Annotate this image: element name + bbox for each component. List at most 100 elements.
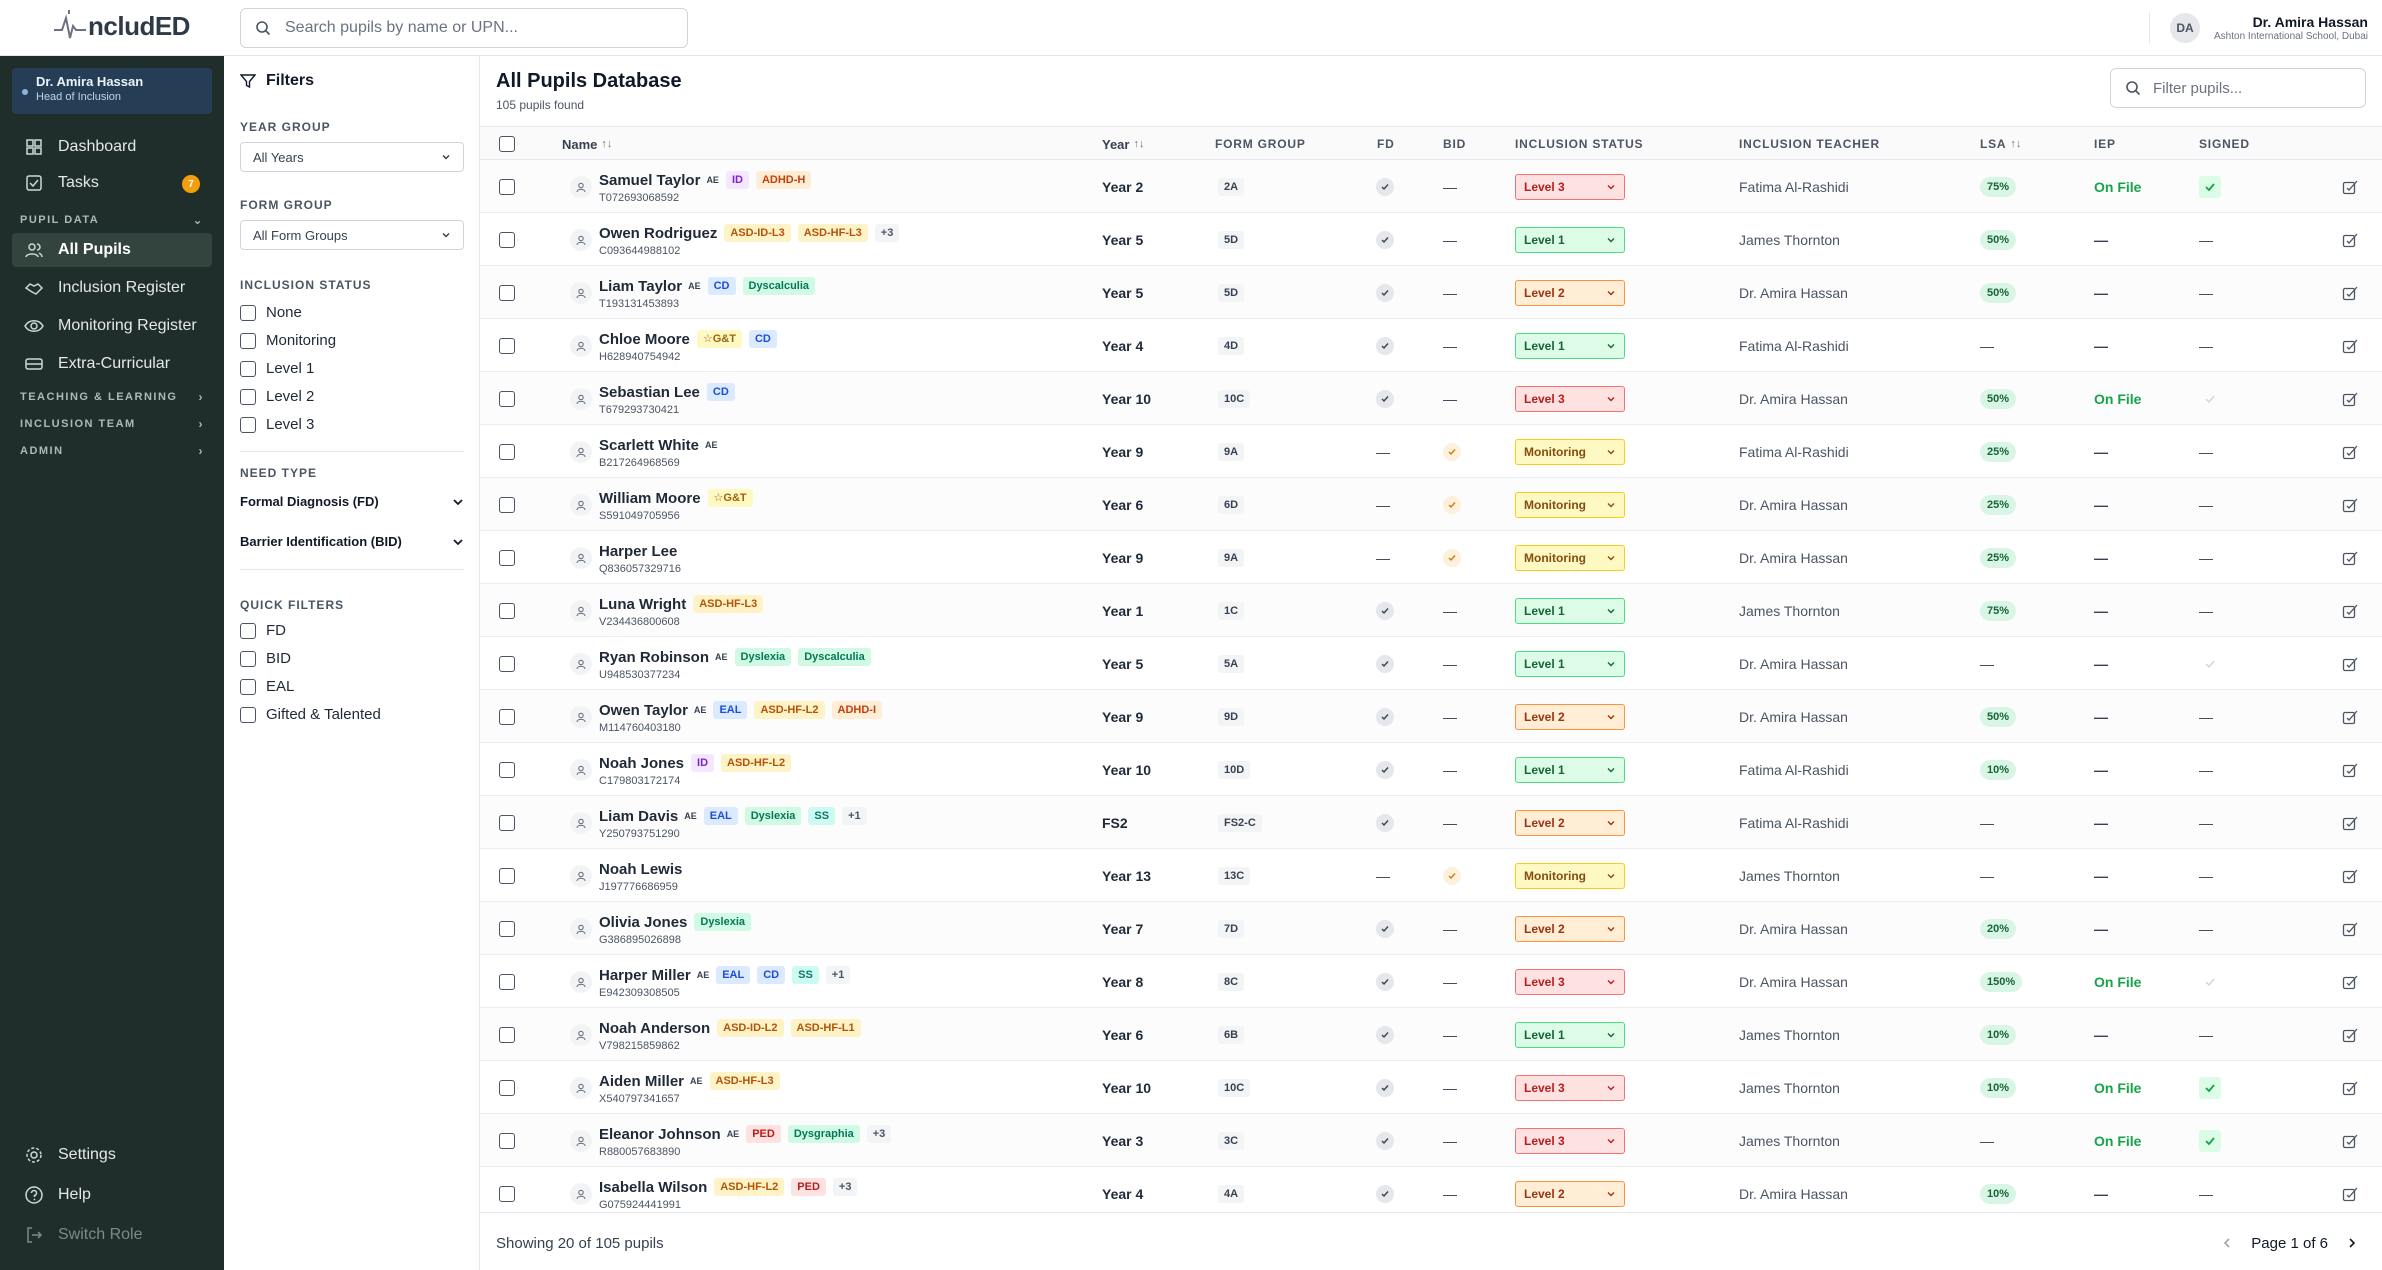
pupil-name-cell[interactable]: Ryan Robinson AE Dyslexia Dyscalculia U94853… [599, 637, 871, 690]
iep-status[interactable]: On File [2094, 973, 2142, 990]
row-checkbox[interactable] [499, 708, 515, 725]
table-row[interactable]: Scarlett White AE B217264968569 Year 9 9A — Mo… [480, 425, 2382, 478]
edit-pupil-button[interactable] [2342, 232, 2358, 248]
inclusion-status-select[interactable]: Level 1 [1515, 226, 1625, 253]
global-search-input[interactable] [285, 19, 665, 37]
filter-status-level-1[interactable]: Level 1 [240, 360, 314, 377]
quick-filter-eal[interactable]: EAL [240, 678, 294, 695]
table-row[interactable]: Luna Wright ASD-HF-L3 V234436800608 Year 1 1… [480, 584, 2382, 637]
edit-pupil-button[interactable] [2342, 1027, 2358, 1043]
next-page-button[interactable] [2336, 1227, 2368, 1259]
inclusion-status-select[interactable]: Level 1 [1515, 1021, 1625, 1048]
sidebar-item-help[interactable]: Help [12, 1178, 212, 1212]
iep-cell[interactable]: On File [2094, 1061, 2141, 1114]
pupil-name-cell[interactable]: Liam Taylor AE CD Dyscalculia T193131453893 [599, 266, 816, 319]
nav-section-inclusion-team[interactable]: INCLUSION TEAM › [20, 416, 204, 432]
edit-pupil-button[interactable] [2342, 709, 2358, 725]
table-row[interactable]: Owen Rodriguez ASD-ID-L3 ASD-HF-L3 +3 C09364… [480, 213, 2382, 266]
pupil-name[interactable]: Scarlett White [599, 436, 700, 454]
pupil-name[interactable]: Noah Anderson [599, 1019, 711, 1037]
nav-section-pupil-data[interactable]: PUPIL DATA ⌄ [20, 212, 204, 228]
table-filter-box[interactable] [2110, 68, 2366, 108]
edit-pupil-button[interactable] [2342, 444, 2358, 460]
filter-status-none[interactable]: None [240, 304, 302, 321]
table-row[interactable]: Noah Lewis J197776686959 Year 13 13C — Monito… [480, 849, 2382, 902]
checkbox[interactable] [240, 388, 256, 405]
pupil-name-cell[interactable]: Noah Anderson ASD-ID-L2 ASD-HF-L1 V79821585… [599, 1008, 861, 1061]
edit-pupil-button[interactable] [2342, 1080, 2358, 1096]
need-type-fd-toggle[interactable]: Formal Diagnosis (FD) [240, 494, 464, 509]
pupil-name[interactable]: Noah Lewis [599, 860, 683, 878]
edit-pupil-button[interactable] [2342, 1133, 2358, 1149]
edit-pupil-button[interactable] [2342, 656, 2358, 672]
pupil-name[interactable]: Liam Taylor [599, 277, 683, 295]
edit-pupil-button[interactable] [2342, 921, 2358, 937]
edit-pupil-button[interactable] [2342, 391, 2358, 407]
edit-pupil-button[interactable] [2342, 179, 2358, 195]
iep-cell[interactable]: On File [2094, 372, 2141, 425]
edit-pupil-button[interactable] [2342, 497, 2358, 513]
inclusion-status-select[interactable]: Level 2 [1515, 279, 1625, 306]
table-row[interactable]: Olivia Jones Dyslexia G386895026898 Year 7 7… [480, 902, 2382, 955]
row-checkbox[interactable] [499, 920, 515, 937]
inclusion-status-select[interactable]: Monitoring [1515, 491, 1625, 518]
app-logo[interactable]: ncludED [52, 6, 190, 46]
inclusion-status-select[interactable]: Level 2 [1515, 809, 1625, 836]
row-checkbox[interactable] [499, 1185, 515, 1202]
inclusion-status-select[interactable]: Level 1 [1515, 332, 1625, 359]
pupil-name[interactable]: Liam Davis [599, 807, 679, 825]
pupil-name[interactable]: Chloe Moore [599, 330, 690, 348]
inclusion-status-select[interactable]: Level 2 [1515, 1180, 1625, 1207]
pupil-name[interactable]: Ryan Robinson [599, 648, 710, 666]
user-menu[interactable]: DA Dr. Amira Hassan Ashton International… [2149, 12, 2368, 44]
sidebar-item-extra-curricular[interactable]: Extra-Curricular [12, 347, 212, 381]
iep-cell[interactable]: On File [2094, 1114, 2141, 1167]
pupil-name-cell[interactable]: William Moore ☆G&T S591049705956 [599, 478, 753, 531]
table-filter-input[interactable] [2153, 79, 2343, 97]
pupil-name-cell[interactable]: Luna Wright ASD-HF-L3 V234436800608 [599, 584, 764, 637]
sidebar-item-all-pupils[interactable]: All Pupils [12, 233, 212, 267]
iep-status[interactable]: On File [2094, 390, 2142, 407]
sidebar-item-monitoring-register[interactable]: Monitoring Register [12, 309, 212, 343]
pupil-name[interactable]: William Moore [599, 489, 701, 507]
nav-section-admin[interactable]: ADMIN › [20, 443, 204, 459]
table-row[interactable]: Harper Lee Q836057329716 Year 9 9A — Monitori… [480, 531, 2382, 584]
table-row[interactable]: Eleanor Johnson AE PED Dysgraphia +3 R8800576… [480, 1114, 2382, 1167]
row-checkbox[interactable] [499, 814, 515, 831]
pupil-name-cell[interactable]: Isabella Wilson ASD-HF-L2 PED +3 G0759244419… [599, 1167, 858, 1220]
sidebar-item-tasks[interactable]: Tasks 7 [12, 166, 212, 200]
iep-status[interactable]: On File [2094, 1079, 2142, 1096]
pupil-name-cell[interactable]: Owen Taylor AE EAL ASD-HF-L2 ADHD-I M11476040… [599, 690, 882, 743]
pupil-name[interactable]: Owen Rodriguez [599, 224, 718, 242]
inclusion-status-select[interactable]: Level 1 [1515, 650, 1625, 677]
inclusion-status-select[interactable]: Level 3 [1515, 385, 1625, 412]
table-row[interactable]: Ryan Robinson AE Dyslexia Dyscalculia U94853… [480, 637, 2382, 690]
inclusion-status-select[interactable]: Level 1 [1515, 756, 1625, 783]
filter-status-monitoring[interactable]: Monitoring [240, 332, 336, 349]
pupil-name[interactable]: Noah Jones [599, 754, 685, 772]
pupil-name-cell[interactable]: Aiden Miller AE ASD-HF-L3 X540797341657 [599, 1061, 780, 1114]
table-row[interactable]: Sebastian Lee CD T679293730421 Year 10 10C — L… [480, 372, 2382, 425]
iep-cell[interactable]: On File [2094, 160, 2141, 213]
row-checkbox[interactable] [499, 1132, 515, 1149]
row-checkbox[interactable] [499, 655, 515, 672]
filter-status-level-3[interactable]: Level 3 [240, 416, 314, 433]
pupil-name[interactable]: Aiden Miller [599, 1072, 685, 1090]
column-header-name[interactable]: Name ↑↓ [562, 127, 612, 161]
checkbox[interactable] [240, 360, 256, 377]
row-checkbox[interactable] [499, 496, 515, 513]
pupil-name[interactable]: Owen Taylor [599, 701, 688, 719]
year-group-select[interactable]: All Years [240, 142, 464, 172]
row-checkbox[interactable] [499, 1079, 515, 1096]
pupil-name-cell[interactable]: Noah Lewis J197776686959 [599, 849, 682, 902]
global-search-box[interactable] [240, 8, 688, 48]
quick-filter-gifted[interactable]: Gifted & Talented [240, 706, 381, 723]
quick-filter-fd[interactable]: FD [240, 622, 286, 639]
inclusion-status-select[interactable]: Monitoring [1515, 438, 1625, 465]
row-checkbox[interactable] [499, 1026, 515, 1043]
sidebar-item-settings[interactable]: Settings [12, 1138, 212, 1172]
pupil-name-cell[interactable]: Noah Jones ID ASD-HF-L2 C179803172174 [599, 743, 792, 796]
inclusion-status-select[interactable]: Level 2 [1515, 915, 1625, 942]
more-tags-count[interactable]: +1 [842, 807, 867, 825]
pupil-name-cell[interactable]: Scarlett White AE B217264968569 [599, 425, 718, 478]
